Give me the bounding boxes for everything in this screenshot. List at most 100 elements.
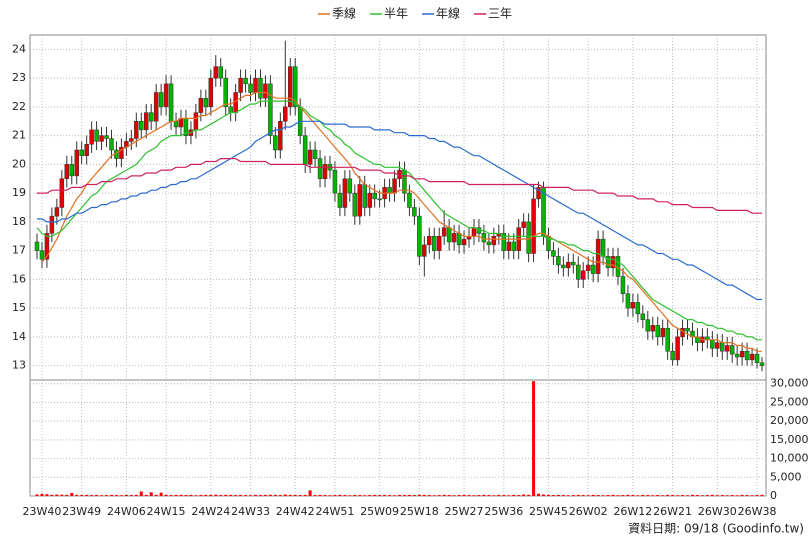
volume-bar <box>656 495 660 496</box>
candle-body <box>139 121 144 131</box>
ma-line <box>37 120 762 301</box>
volume-bar <box>378 495 382 496</box>
candle-body <box>352 192 358 217</box>
candle-body <box>347 178 353 194</box>
volume-bar <box>561 495 565 496</box>
candle-body <box>302 135 308 165</box>
x-tick-label: 24W24 <box>191 505 230 518</box>
volume-bar <box>388 495 392 496</box>
candle-body <box>734 353 740 358</box>
volume-bar <box>487 495 491 496</box>
y2-tick-label: 20,000 <box>770 414 808 427</box>
candle-body <box>754 353 760 363</box>
volume-bar <box>124 494 128 496</box>
volume-bar <box>417 494 421 496</box>
candle-body <box>432 236 437 251</box>
candle-body <box>715 342 720 349</box>
volume-bar <box>293 494 297 496</box>
x-tick-label: 26W38 <box>738 505 777 518</box>
y2-tick-label: 15,000 <box>770 433 808 446</box>
candle-body <box>417 215 422 257</box>
volume-bar <box>298 495 302 496</box>
volume-bar <box>164 494 168 496</box>
candle-body <box>218 66 223 79</box>
candle-body <box>580 270 586 280</box>
candle-body <box>645 319 651 332</box>
volume-bar <box>55 494 59 496</box>
volume-bar <box>537 493 541 496</box>
candle-body <box>84 144 89 156</box>
volume-bar <box>621 495 625 496</box>
volume-bar <box>154 494 158 496</box>
volume-bar <box>174 494 178 496</box>
volume-bar <box>686 495 690 496</box>
candle-body <box>213 66 219 79</box>
candle-body <box>710 339 715 349</box>
candle-body <box>263 83 268 99</box>
volume-bar <box>690 494 694 496</box>
volume-bar <box>432 495 436 496</box>
volume-bar <box>462 494 466 496</box>
candle-body <box>650 325 656 332</box>
volume-bar <box>249 495 253 496</box>
volume-bar <box>323 495 327 496</box>
candle-body <box>670 351 675 361</box>
candle-body <box>357 184 363 217</box>
volume-bar <box>368 495 372 496</box>
volume-bar <box>522 494 526 496</box>
y-tick-label: 17 <box>12 244 26 257</box>
candle-body <box>198 98 204 113</box>
volume-bar <box>219 495 223 496</box>
y-tick-label: 19 <box>12 186 26 199</box>
candle-body <box>337 192 343 208</box>
y-tick-label: 13 <box>12 359 26 372</box>
volume-bar <box>725 495 729 496</box>
candle-body <box>685 328 690 332</box>
volume-bar <box>700 495 704 496</box>
volume-bar <box>70 493 74 496</box>
volume-bar <box>556 494 560 496</box>
candle-body <box>665 328 670 352</box>
candle-body <box>729 345 735 355</box>
candle-body <box>501 233 507 251</box>
volume-bar <box>507 495 511 496</box>
volume-bar <box>199 495 203 496</box>
candle-body <box>79 149 84 156</box>
x-tick-label: 26W02 <box>569 505 608 518</box>
volume-bar <box>447 495 451 496</box>
volume-bar <box>720 495 724 496</box>
volume-bar <box>229 494 233 496</box>
volume-bar <box>576 494 580 496</box>
volume-bar <box>328 495 332 496</box>
volume-bar <box>452 495 456 496</box>
x-tick-label: 26W30 <box>698 505 737 518</box>
volume-bar <box>333 495 337 496</box>
volume-bar <box>750 495 754 496</box>
volume-bar <box>715 495 719 496</box>
volume-bar <box>472 495 476 496</box>
volume-bar <box>258 495 262 496</box>
candle-body <box>461 238 467 246</box>
y2-tick-label: 25,000 <box>770 395 808 408</box>
candle-body <box>342 178 348 208</box>
volume-bar <box>502 495 506 496</box>
x-tick-label: 24W42 <box>276 505 315 518</box>
volume-bar <box>760 494 764 496</box>
candle-body <box>456 233 462 246</box>
volume-bar <box>129 495 133 496</box>
legend-label: 半年 <box>384 7 408 21</box>
candle-body <box>362 184 367 208</box>
volume-bar <box>50 494 54 496</box>
candle-body <box>675 336 680 361</box>
candle-body <box>585 264 591 271</box>
volume-bar <box>35 494 39 496</box>
y-tick-label: 22 <box>12 100 26 113</box>
candle-body <box>521 221 526 228</box>
legend-label: 三年 <box>488 7 512 21</box>
volume-bar <box>119 495 123 496</box>
candle-body <box>268 83 273 136</box>
volume-bar <box>95 494 99 496</box>
candle-body <box>104 135 109 139</box>
candle-body <box>228 106 233 113</box>
